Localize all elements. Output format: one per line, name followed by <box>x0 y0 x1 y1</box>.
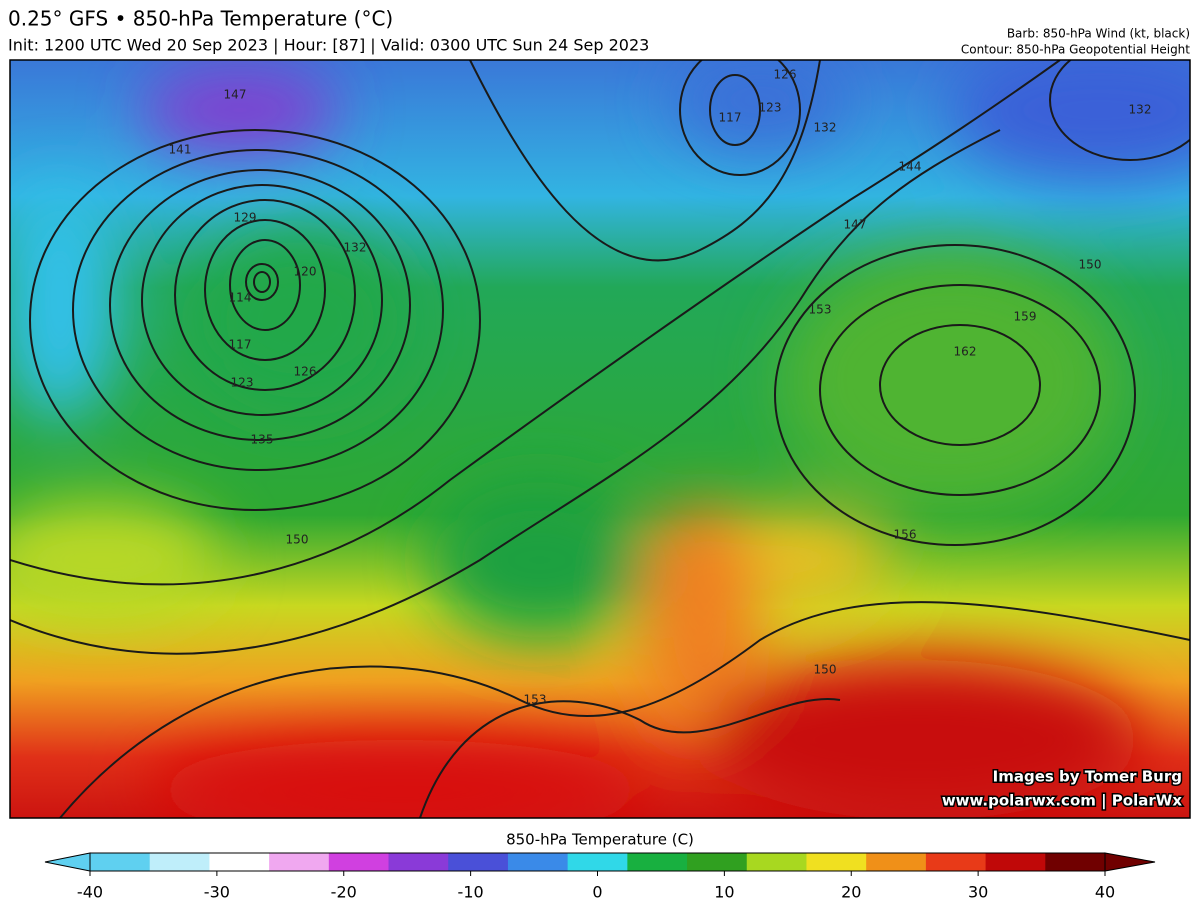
colorbar-segment <box>687 853 748 871</box>
contour-label: 162 <box>954 345 977 359</box>
colorbar-segment <box>328 853 390 871</box>
contour-label: 132 <box>814 121 837 135</box>
colorbar-tick-label: 10 <box>714 883 734 902</box>
temperature-field <box>10 60 1190 818</box>
colorbar-tick-label: 30 <box>968 883 988 902</box>
contour-label: 150 <box>814 663 837 677</box>
contour-label: 123 <box>231 376 254 390</box>
colorbar-segment <box>209 853 270 871</box>
colorbar-tick-label: -30 <box>204 883 230 902</box>
colorbar-tick-label: -40 <box>77 883 103 902</box>
contour-label: 144 <box>899 160 922 174</box>
contour-label: 159 <box>1014 310 1037 324</box>
colorbar-tick-label: 20 <box>841 883 861 902</box>
colorbar-segment <box>90 853 151 871</box>
contour-label: 156 <box>894 528 917 542</box>
colorbar-segment <box>746 853 807 871</box>
colorbar-segment <box>567 853 628 871</box>
barb-note: Barb: 850-hPa Wind (kt, black) <box>1007 27 1190 41</box>
colorbar-segment <box>448 853 509 871</box>
contour-label: 153 <box>809 303 832 317</box>
colorbar-segment <box>388 853 449 871</box>
map-frame <box>9 59 1191 819</box>
colorbar-segment <box>866 853 927 871</box>
colorbar: -40 -30 -20 -10 0 10 20 30 40 <box>44 852 1156 902</box>
credit-line: Images by Tomer Burg <box>993 768 1182 786</box>
colorbar-tick-label: 40 <box>1095 883 1115 902</box>
contour-label: 150 <box>286 533 309 547</box>
colorbar-extend <box>44 852 91 872</box>
colorbar-segment <box>985 853 1046 871</box>
colorbar-segment <box>627 853 688 871</box>
colorbar-tick-label: -10 <box>458 883 484 902</box>
credit-line: www.polarwx.com | PolarWx <box>942 792 1183 811</box>
subtitle: Init: 1200 UTC Wed 20 Sep 2023 | Hour: [… <box>8 36 649 55</box>
contour-label: 135 <box>251 433 274 447</box>
contour-label: 147 <box>224 88 247 102</box>
colorbar-title: 850-hPa Temperature (C) <box>506 831 694 849</box>
contour-label: 153 <box>524 693 547 707</box>
contour-label: 141 <box>169 143 192 157</box>
colorbar-segment <box>507 853 569 871</box>
contour-label: 123 <box>759 101 782 115</box>
colorbar-segment <box>1045 853 1106 871</box>
contours <box>10 60 1190 818</box>
colorbar-tick-label: 0 <box>592 883 602 902</box>
contour-label: 150 <box>1079 258 1102 272</box>
title: 0.25° GFS • 850-hPa Temperature (°C) <box>8 7 393 31</box>
colorbar-segment <box>269 853 330 871</box>
contour-label: 114 <box>229 291 252 305</box>
contour-label: 117 <box>719 111 742 125</box>
contour-label: 126 <box>774 68 797 82</box>
contour-label: 120 <box>294 265 317 279</box>
contour-note: Contour: 850-hPa Geopotential Height <box>961 43 1190 57</box>
contour-labels: 147 141 129 132 120 114 117 123 126 135 150 117 123 1… <box>169 68 1152 707</box>
contour-label: 126 <box>294 365 317 379</box>
contour-label: 132 <box>1129 103 1152 117</box>
contour-label: 129 <box>234 211 257 225</box>
colorbar-segment <box>149 853 210 871</box>
contour-label: 117 <box>229 338 252 352</box>
colorbar-tick-label: -20 <box>331 883 357 902</box>
colorbar-segment <box>806 853 867 871</box>
colorbar-extend <box>1104 852 1156 872</box>
colorbar-segment <box>925 853 987 871</box>
contour-label: 147 <box>844 218 867 232</box>
contour-label: 132 <box>344 241 367 255</box>
map: 147 141 129 132 120 114 117 123 126 135 150 117 123 1… <box>10 60 1190 818</box>
